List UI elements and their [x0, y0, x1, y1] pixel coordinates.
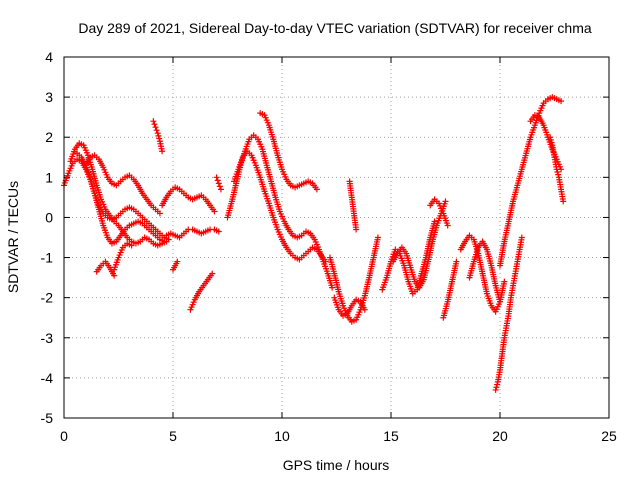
data-point: [217, 186, 224, 193]
data-point: [548, 139, 555, 146]
data-point: [547, 136, 554, 143]
chart-title: Day 289 of 2021, Sidereal Day-to-day VTE…: [78, 20, 591, 36]
y-tick-label: 1: [45, 169, 53, 185]
data-point: [374, 234, 381, 241]
series-track-i: [163, 226, 222, 241]
series-track-y: [492, 234, 525, 393]
series-track-g: [150, 118, 166, 155]
x-tick-label: 0: [60, 428, 68, 444]
x-tick-label: 20: [492, 428, 508, 444]
x-tick-label: 10: [274, 428, 290, 444]
data-point: [553, 166, 560, 173]
series-track-v: [440, 258, 460, 321]
data-point: [501, 278, 508, 285]
y-tick-label: 2: [45, 129, 53, 145]
series-track-m: [224, 132, 336, 291]
y-axis-label: SDTVAR / TECUs: [5, 181, 21, 293]
data-point: [444, 222, 451, 229]
data-point: [150, 118, 157, 125]
series-track-z: [497, 94, 565, 269]
y-tick-label: -3: [41, 330, 54, 346]
data-point: [153, 127, 160, 134]
x-axis-label: GPS time / hours: [283, 457, 390, 473]
data-point: [216, 183, 223, 190]
data-point: [161, 238, 168, 245]
data-point: [431, 218, 438, 225]
data-point: [214, 177, 221, 184]
series-track-t: [390, 198, 449, 291]
data-point: [492, 386, 499, 393]
series-track-j: [170, 258, 181, 273]
data-point: [442, 198, 449, 205]
data-point: [493, 384, 500, 391]
data-point: [555, 171, 562, 178]
series-track-n: [231, 148, 329, 265]
series-track-q: [331, 294, 368, 319]
series-track-a: [61, 156, 172, 243]
data-point: [155, 132, 162, 139]
series-track-u: [427, 196, 451, 229]
data-point: [494, 381, 501, 388]
y-tick-label: -5: [41, 410, 54, 426]
series-track-p: [326, 234, 381, 325]
series-track-ab: [547, 134, 567, 205]
data-point: [313, 186, 320, 193]
series-track-c: [74, 150, 168, 247]
data-point: [151, 121, 158, 128]
data-point: [453, 258, 460, 265]
y-tick-label: 0: [45, 209, 53, 225]
x-tick-label: 15: [383, 428, 399, 444]
y-tick-label: -4: [41, 370, 54, 386]
y-tick-label: -1: [41, 250, 54, 266]
data-point: [154, 130, 161, 137]
data-point: [518, 234, 525, 241]
plot-frame: [63, 56, 610, 419]
series-track-o: [257, 110, 320, 193]
data-point: [361, 306, 368, 313]
data-point: [497, 298, 503, 305]
series-track-r: [346, 178, 360, 233]
x-tick-label: 25: [601, 428, 617, 444]
series-track-k: [187, 270, 216, 313]
data-point: [322, 258, 329, 265]
data-point: [215, 228, 222, 235]
data-point: [156, 210, 163, 217]
data-point: [128, 242, 135, 249]
series-track-h: [159, 184, 218, 215]
series-track-x: [466, 238, 503, 305]
data-point: [215, 180, 222, 187]
data-point: [353, 226, 360, 233]
data-point: [211, 208, 218, 215]
data-point: [209, 270, 216, 277]
data-point: [213, 174, 220, 181]
data-point: [174, 258, 181, 265]
series-track-e: [93, 258, 118, 279]
data-point: [152, 124, 159, 131]
series-track-f: [111, 240, 135, 273]
data-point: [159, 148, 166, 155]
data-point: [156, 135, 163, 142]
data-point: [329, 284, 336, 291]
data-point: [560, 198, 567, 205]
series-track-d: [82, 152, 163, 217]
data-point: [547, 134, 554, 141]
series-track-aa: [527, 112, 565, 173]
series-track-l: [213, 174, 224, 193]
y-tick-label: -2: [41, 290, 54, 306]
data-point: [558, 98, 565, 105]
y-tick-label: 4: [45, 49, 53, 65]
data-point: [554, 168, 561, 175]
x-tick-label: 5: [169, 428, 177, 444]
data-point: [111, 272, 118, 279]
data-marks: [61, 94, 567, 393]
y-tick-label: 3: [45, 89, 53, 105]
